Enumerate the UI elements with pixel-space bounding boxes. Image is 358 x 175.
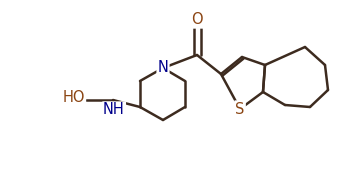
Text: N: N	[158, 61, 168, 75]
Text: S: S	[235, 102, 245, 117]
Text: HO: HO	[63, 90, 85, 106]
Text: O: O	[191, 12, 203, 27]
Text: NH: NH	[103, 103, 125, 117]
